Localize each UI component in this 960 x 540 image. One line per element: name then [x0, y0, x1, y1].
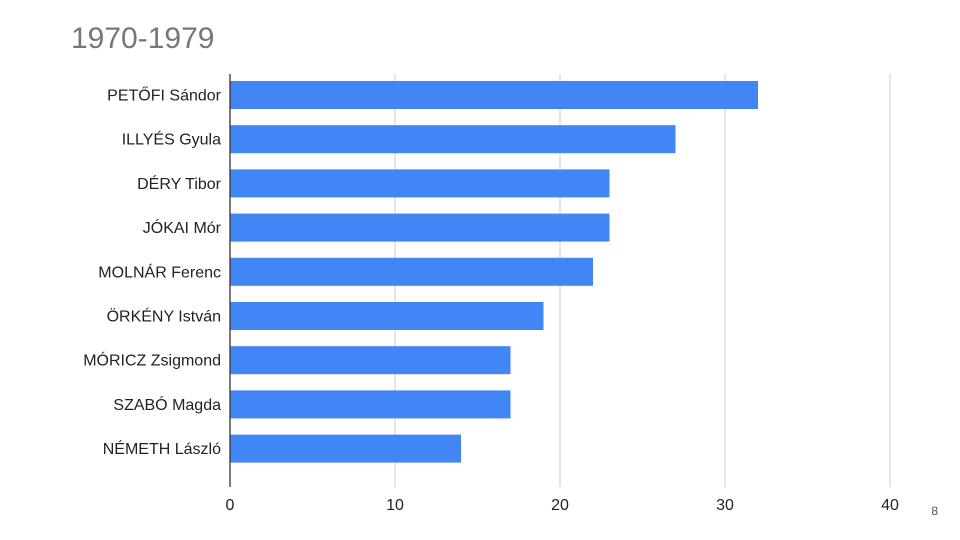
x-tick-label: 20 [551, 497, 569, 514]
bar [230, 346, 511, 375]
bars [230, 81, 758, 463]
category-label: DÉRY Tibor [137, 174, 222, 193]
bar [230, 213, 610, 242]
category-labels: PETŐFI Sándor ILLYÉS Gyula DÉRY Tibor JÓKAI… [83, 86, 221, 459]
category-label: PETŐFI Sándor [107, 86, 221, 105]
bar [230, 257, 593, 286]
bar [230, 390, 511, 419]
category-label: JÓKAI Mór [143, 218, 222, 237]
bar [230, 125, 676, 154]
bar [230, 81, 758, 109]
x-tick-label: 40 [881, 497, 899, 514]
category-label: ILLYÉS Gyula [122, 130, 221, 149]
category-label: SZABÓ Magda [113, 395, 221, 414]
page-number: 8 [931, 504, 938, 518]
category-label: ÖRKÉNY István [107, 307, 221, 326]
x-tick-label: 30 [716, 497, 734, 514]
slide-title: 1970-1979 [71, 22, 215, 55]
x-tick-label: 10 [386, 497, 404, 514]
category-label: MOLNÁR Ferenc [98, 262, 221, 281]
bar [230, 302, 544, 330]
x-tick-labels: 0 10 20 30 40 [226, 497, 899, 514]
category-label: MÓRICZ Zsigmond [83, 351, 221, 370]
bar [230, 169, 610, 198]
bar [230, 434, 461, 463]
x-tick-label: 0 [226, 497, 235, 514]
category-label: NÉMETH László [103, 439, 221, 458]
